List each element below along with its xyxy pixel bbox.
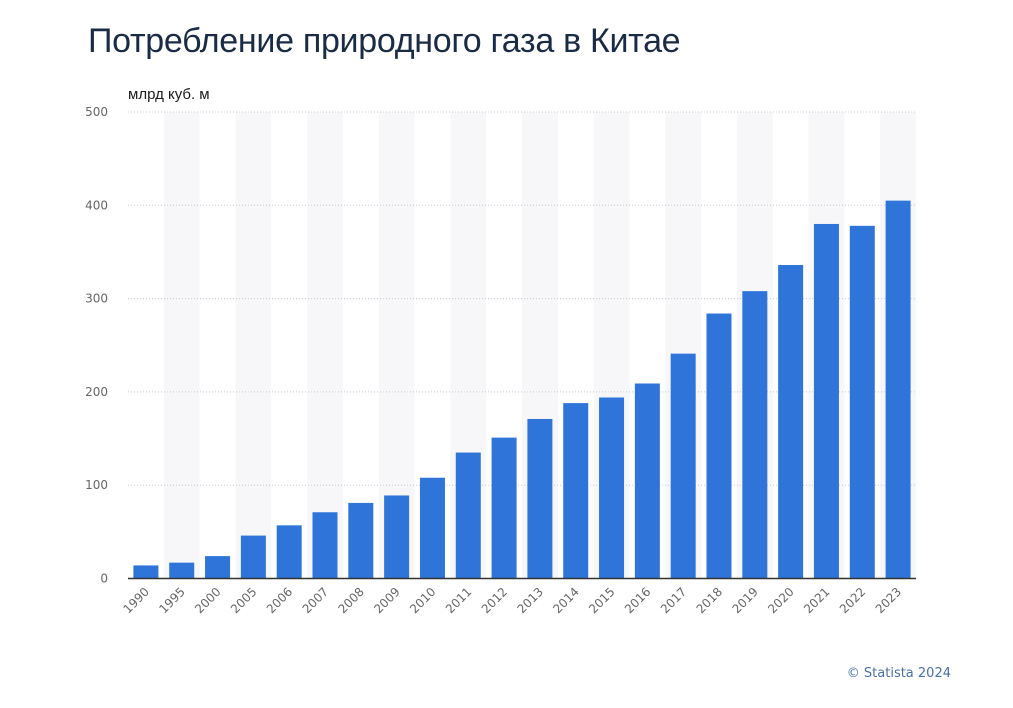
x-tick-label: 2000 [192,585,223,616]
x-tick-label: 2005 [228,585,259,616]
bar[interactable] [348,502,374,579]
grid-lines [128,111,916,486]
x-tick-label: 2010 [407,585,438,616]
bar[interactable] [849,225,875,579]
x-tick-label: 2022 [837,585,868,616]
bar[interactable] [491,437,517,579]
bar[interactable] [778,265,804,579]
x-tick-label: 1990 [121,585,152,616]
x-tick-label: 2012 [479,585,510,616]
x-tick-label: 2019 [729,585,760,616]
x-tick-label: 2018 [694,585,725,616]
y-tick-label: 0 [100,572,108,586]
x-tick-label: 2021 [801,585,832,616]
bar[interactable] [563,403,589,579]
bar[interactable] [670,353,696,579]
x-tick-label: 2007 [300,585,331,616]
bar[interactable] [527,418,553,579]
x-tick-label: 2023 [873,585,904,616]
background-stripe [163,112,200,579]
bar[interactable] [634,383,660,579]
chart-title: Потребление природного газа в Китае [88,22,681,60]
x-tick-label: 2016 [622,585,653,616]
x-tick-label: 1995 [156,585,187,616]
bar[interactable] [599,397,625,579]
bar[interactable] [742,291,768,579]
bar[interactable] [706,313,732,579]
x-tick-label: 2017 [658,585,689,616]
x-tick-label: 2020 [765,585,796,616]
bar[interactable] [205,556,231,579]
bar[interactable] [312,512,338,579]
bar-series [133,200,911,579]
x-tick-label: 2008 [335,585,366,616]
y-tick-label: 200 [85,385,108,399]
bar[interactable] [276,525,302,579]
x-tick-label: 2006 [264,585,295,616]
bar[interactable] [813,223,839,579]
background-stripe [307,112,343,579]
source-credit[interactable]: © Statista 2024 [846,666,951,681]
y-axis-ticks: 0 100 200 300 400 500 [85,105,108,586]
bar[interactable] [384,495,410,579]
y-tick-label: 500 [85,105,108,119]
x-tick-label: 2015 [586,585,617,616]
bar[interactable] [133,565,159,579]
x-tick-label: 2013 [515,585,546,616]
bar[interactable] [169,562,195,579]
bar[interactable] [419,477,445,579]
y-tick-label: 400 [85,198,108,212]
x-tick-label: 2009 [371,585,402,616]
x-tick-label: 2011 [443,585,474,616]
y-axis-unit-label: млрд куб. м [128,86,210,103]
y-tick-label: 300 [85,292,108,306]
background-stripe [235,112,272,579]
bar[interactable] [885,200,911,579]
x-axis-ticks: 1990 1995 2000 2005 2006 2007 2008 2009 2010 2011… [121,585,905,616]
bar[interactable] [240,535,266,579]
y-tick-label: 100 [85,478,108,492]
bar[interactable] [455,452,481,579]
x-tick-label: 2014 [550,585,581,616]
